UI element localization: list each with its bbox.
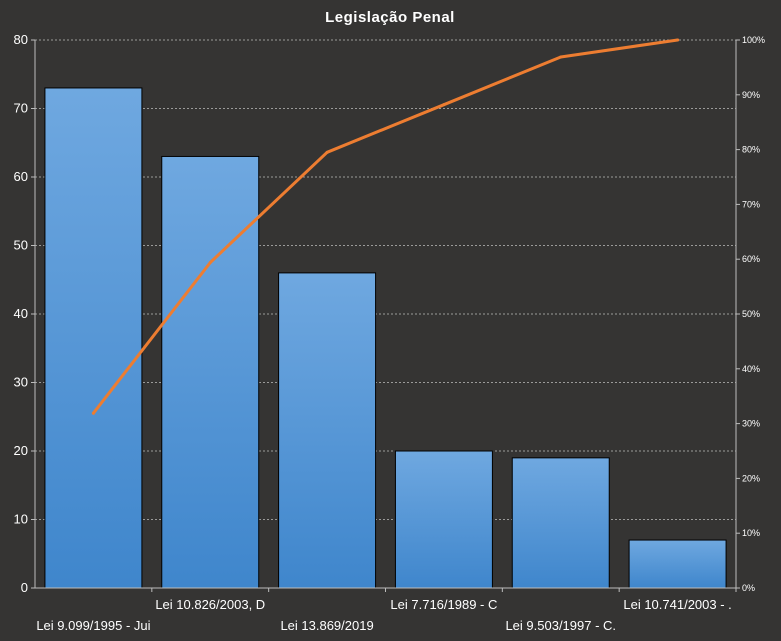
line-point [91, 411, 95, 415]
line-point [676, 38, 680, 42]
y2-axis-labels: 0% 10% 20% 30% 40% 50% 60% 70% 80% 90% 100% [742, 35, 765, 593]
x-category-label: Lei 13.869/2019 [280, 618, 373, 633]
y2-tick-label: 70% [742, 199, 760, 209]
y2-tick-label: 100% [742, 35, 765, 45]
line-point [208, 260, 212, 264]
bar [278, 272, 377, 589]
y2-tick-label: 60% [742, 254, 760, 264]
y-tick-label: 80 [14, 32, 28, 47]
y-tick-label: 0 [21, 580, 28, 595]
line-point [442, 103, 446, 107]
y-tick-label: 60 [14, 169, 28, 184]
y2-tick-label: 10% [742, 528, 760, 538]
gridlines [35, 39, 736, 520]
y-tick-label: 10 [14, 512, 28, 527]
y2-tick-label: 90% [742, 90, 760, 100]
y2-tick-label: 0% [742, 583, 755, 593]
y2-tick-label: 20% [742, 473, 760, 483]
x-category-label: Lei 10.741/2003 - . [623, 597, 731, 612]
x-category-label: Lei 10.826/2003, D [155, 597, 265, 612]
y-tick-label: 30 [14, 375, 28, 390]
bar [161, 155, 260, 589]
cumulative-line [91, 38, 680, 415]
axes [31, 39, 740, 592]
y-tick-label: 20 [14, 443, 28, 458]
x-category-label: Lei 9.099/1995 - Jui [36, 618, 150, 633]
x-category-label: Lei 7.716/1989 - C [390, 597, 497, 612]
cumulative-percentage-line [91, 38, 680, 415]
line-point [559, 55, 563, 59]
bar [628, 539, 727, 589]
line-point [325, 150, 329, 154]
bars [44, 87, 727, 589]
chart-title: Legislação Penal [325, 9, 455, 26]
x-axis-labels: Lei 9.099/1995 - Jui Lei 10.826/2003, D Le… [36, 597, 731, 633]
x-category-label: Lei 9.503/1997 - C. [505, 618, 616, 633]
y2-tick-label: 30% [742, 419, 760, 429]
bar [511, 457, 610, 589]
y2-tick-label: 80% [742, 145, 760, 155]
y-tick-label: 40 [14, 306, 28, 321]
y-axis-labels: 0 10 20 30 40 50 60 70 80 [14, 32, 28, 595]
bar [44, 87, 143, 589]
bar [394, 450, 493, 589]
y-tick-label: 70 [14, 101, 28, 116]
y-tick-label: 50 [14, 238, 28, 253]
y2-tick-label: 50% [742, 309, 760, 319]
y2-tick-label: 40% [742, 364, 760, 374]
